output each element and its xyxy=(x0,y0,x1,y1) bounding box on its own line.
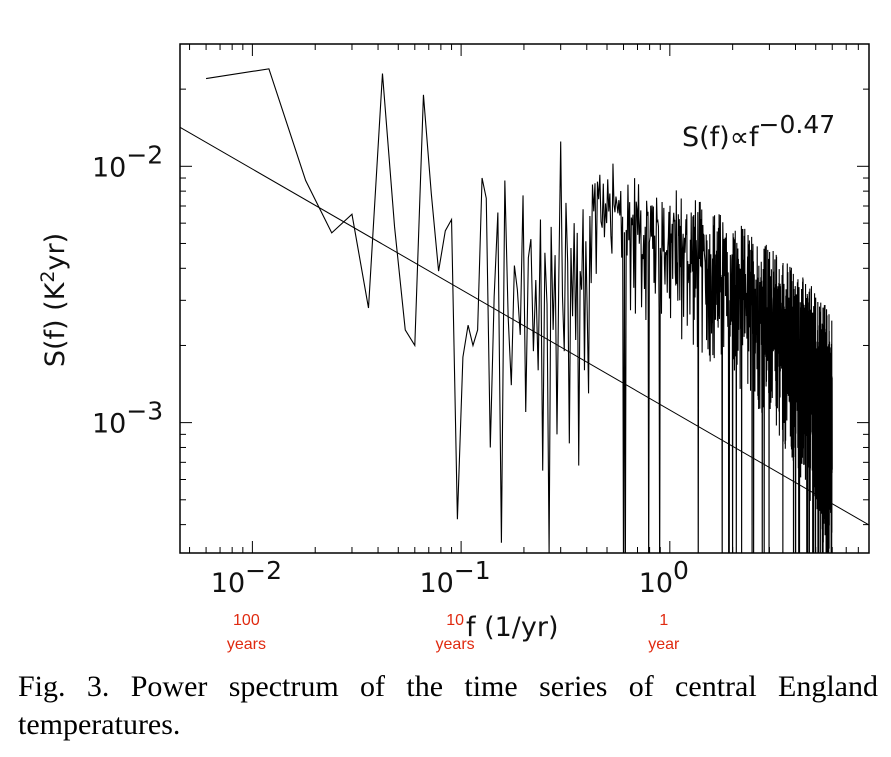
x-tick-label: 100 xyxy=(639,556,689,599)
fit-annotation: S(f)∝f−0.47 xyxy=(682,110,835,153)
period-label: 100 xyxy=(233,612,260,629)
y-tick-label: 10−3 xyxy=(92,397,163,440)
x-axis-label: f (1/yr) xyxy=(466,612,559,643)
figure-caption: Fig. 3. Power spectrum of the time serie… xyxy=(18,670,878,741)
period-label: 10 xyxy=(446,612,464,629)
plot-frame xyxy=(179,43,870,554)
period-label: years xyxy=(227,636,266,653)
period-label: year xyxy=(648,636,680,653)
y-axis-label: S(f) (K2yr) xyxy=(37,233,71,367)
x-tick-label: 10−1 xyxy=(419,556,490,599)
fit-line xyxy=(180,126,869,526)
spectrum-series xyxy=(205,68,833,553)
axis-ticks xyxy=(180,43,870,553)
plot-marks xyxy=(180,68,869,553)
y-tick-label: 10−2 xyxy=(92,140,163,183)
tick-labels: 10−2 10−1 100 10−2 10−3 100 years 10 years 1 year xyxy=(92,140,689,653)
period-label: years xyxy=(436,636,475,653)
period-label: 1 xyxy=(659,612,668,629)
x-tick-label: 10−2 xyxy=(211,556,282,599)
power-spectrum-chart: 10−2 10−1 10010−210−3100years10years1year … xyxy=(37,43,870,653)
